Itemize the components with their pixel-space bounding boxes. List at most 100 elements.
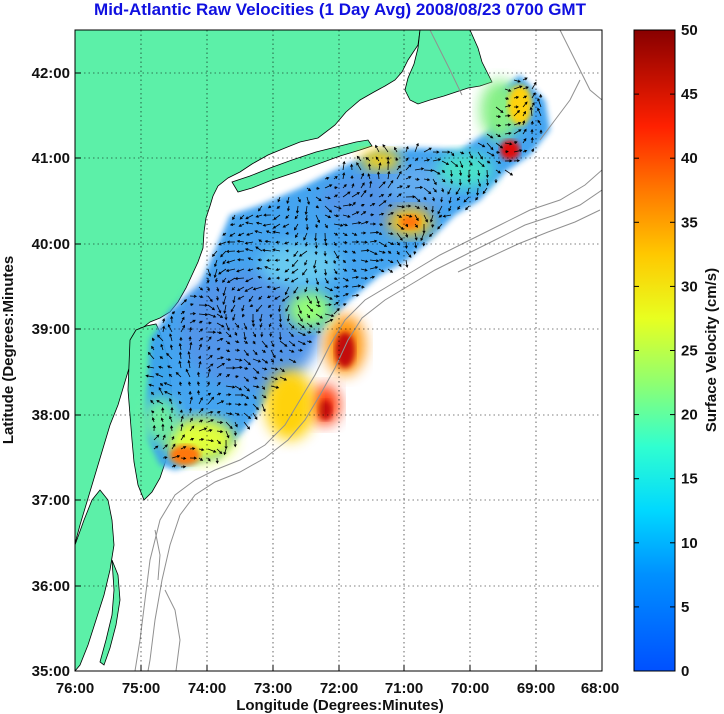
velocity-vector [351,268,357,272]
velocity-vector [414,232,418,241]
velocity-vector [225,331,232,338]
velocity-vector [450,151,455,157]
velocity-vector [160,417,164,423]
velocity-vector [177,391,182,396]
velocity-vector [151,345,155,351]
velocity-vector [387,268,394,273]
velocity-vector [495,150,501,154]
velocity-vector [171,443,176,450]
velocity-vector [225,268,236,272]
velocity-vector [255,221,263,225]
velocity-vector [258,295,263,300]
velocity-vector [225,357,232,362]
velocity-vector [243,394,250,400]
colorbar-tick-label: 25 [681,343,698,360]
velocity-vector [432,178,437,186]
velocity-vector [315,286,319,292]
velocity-vector [495,142,504,149]
velocity-vector [160,343,164,351]
y-tick-labels: 42:00 41:00 40:00 39:00 38:00 37:00 36:0… [32,65,70,680]
velocity-vector [342,284,349,289]
velocity-vector [207,429,213,432]
velocity-vector [207,363,214,369]
velocity-vector [297,331,306,336]
velocity-vector [431,205,435,214]
velocity-vector [239,214,245,220]
velocity-vector [263,213,272,217]
velocity-vector [513,159,521,163]
velocity-vector [162,325,166,333]
velocity-vector [504,142,513,146]
velocity-vector [179,409,183,414]
velocity-vector [198,419,204,423]
velocity-vector [270,358,275,363]
colorbar-tick-label: 20 [681,407,698,424]
velocity-vector [386,156,390,162]
velocity-vector [180,446,187,450]
velocity-vector [270,376,279,381]
velocity-vector [431,223,435,228]
velocity-vector [145,374,155,378]
velocity-vector [257,205,263,212]
velocity-vector [225,340,231,345]
velocity-vector [198,360,202,369]
velocity-vector [378,181,386,189]
velocity-vector [179,400,182,405]
velocity-vector [222,286,227,297]
velocity-vector [198,355,201,360]
velocity-vector [207,321,212,325]
velocity-vector [169,344,173,351]
velocity-vector [246,232,254,236]
x-tick-label: 76:00 [56,680,94,697]
velocity-vector [285,258,290,262]
velocity-vector [189,319,196,324]
velocity-vector [387,259,394,263]
velocity-vector [405,195,416,199]
velocity-vector [442,214,452,218]
velocity-vector [216,362,226,369]
velocity-vector [306,187,312,192]
velocity-vector [157,334,164,342]
velocity-vector [288,322,295,329]
velocity-vector [522,77,528,81]
velocity-vector [207,439,215,443]
velocity-vector [356,162,362,171]
velocity-vector [414,177,420,181]
velocity-vector [207,336,212,342]
velocity-vector [234,365,243,370]
velocity-vector [220,250,227,258]
velocity-vector [251,322,255,328]
velocity-vector [448,196,452,204]
velocity-vector [251,314,255,324]
velocity-vector [258,239,263,243]
velocity-vector [422,241,426,247]
velocity-vector [360,240,368,244]
velocity-vector [396,193,402,198]
velocity-vector [214,259,218,268]
velocity-vector [206,277,210,284]
velocity-vector [323,232,327,243]
velocity-vector [247,268,254,272]
velocity-vector [360,189,367,198]
velocity-vector [306,295,312,304]
velocity-vector [225,349,231,353]
velocity-vector [297,322,305,329]
velocity-vector [255,246,263,252]
velocity-vector [188,407,192,414]
velocity-vector [342,172,346,180]
velocity-vector [441,187,445,193]
velocity-vector [261,367,268,371]
velocity-vector [178,351,182,360]
velocity-vector [198,438,205,442]
velocity-vector [241,304,245,312]
velocity-vector [531,148,534,153]
velocity-vector [376,171,381,180]
velocity-vector [198,448,205,452]
velocity-vector [188,336,192,342]
velocity-vector [486,151,495,157]
velocity-vector [207,419,214,423]
velocity-vector [216,392,222,396]
velocity-vector [261,248,272,252]
velocity-vector [233,430,237,437]
velocity-vector [216,448,223,455]
